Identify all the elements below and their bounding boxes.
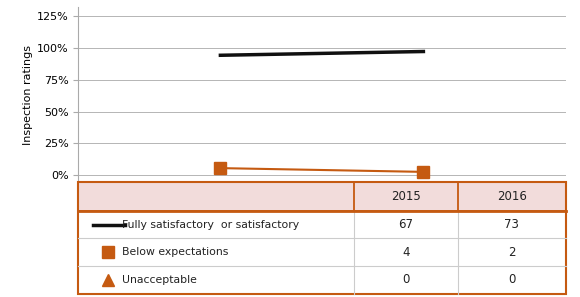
Text: 73: 73 (505, 218, 519, 231)
Text: 0: 0 (403, 274, 409, 287)
Y-axis label: Inspection ratings: Inspection ratings (23, 45, 32, 145)
Bar (78, 211, 566, 238)
Text: 67: 67 (398, 218, 414, 231)
Text: 2: 2 (508, 246, 516, 259)
Bar (78, 182, 566, 211)
Text: Below expectations: Below expectations (122, 247, 229, 257)
Text: 2016: 2016 (497, 190, 527, 203)
Text: 2015: 2015 (391, 190, 421, 203)
Bar (78, 238, 566, 266)
Text: 4: 4 (402, 246, 409, 259)
Text: Unacceptable: Unacceptable (122, 275, 197, 285)
Bar (78, 266, 566, 294)
Text: 0: 0 (508, 274, 516, 287)
Text: Fully satisfactory  or satisfactory: Fully satisfactory or satisfactory (122, 219, 299, 230)
